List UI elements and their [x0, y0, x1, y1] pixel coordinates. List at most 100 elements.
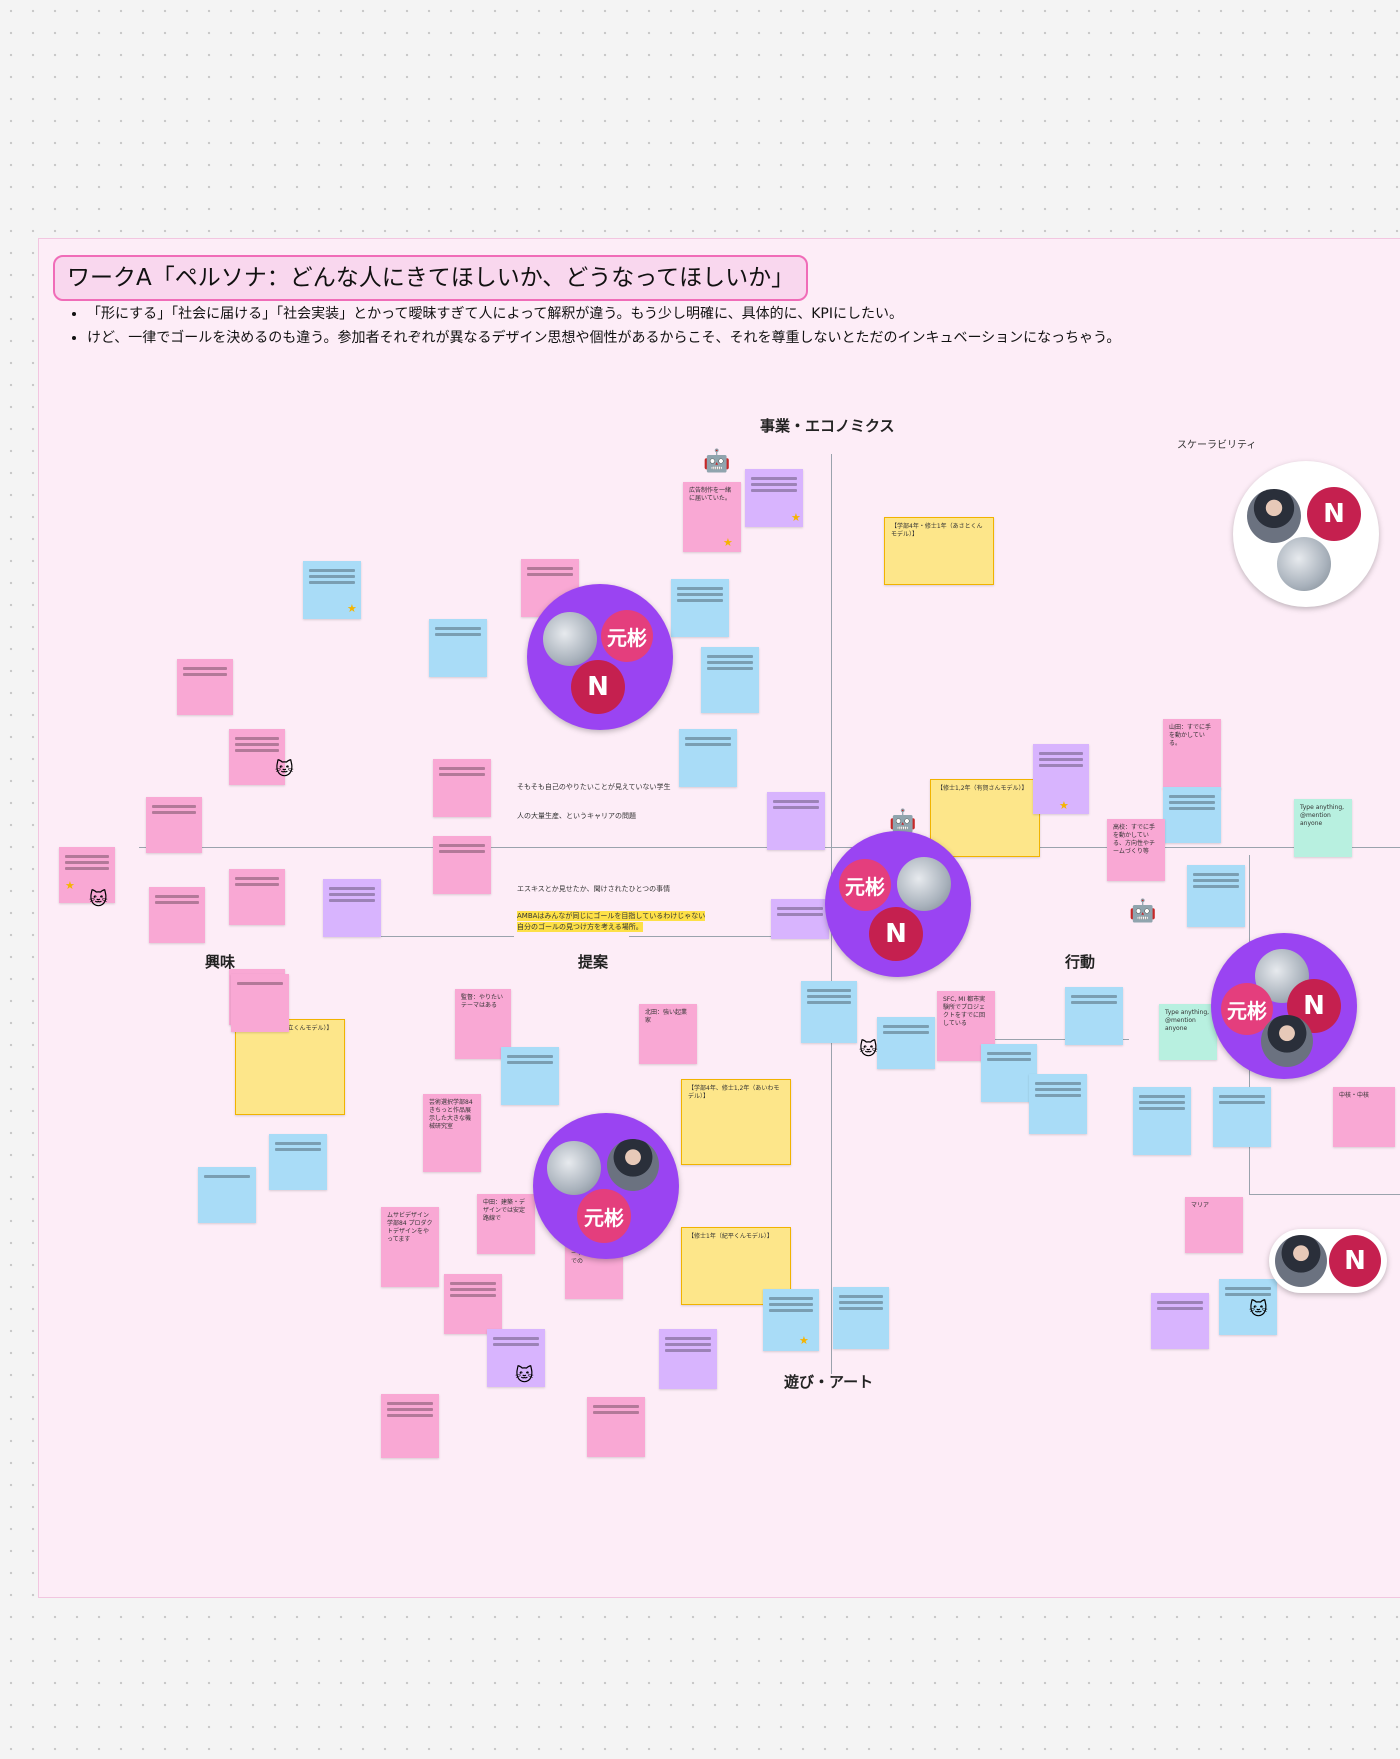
sticky-note[interactable]	[231, 974, 289, 1032]
avatar	[543, 612, 597, 666]
sticky-note[interactable]	[149, 887, 205, 943]
sticky-note[interactable]	[1151, 1293, 1209, 1349]
sticky-note[interactable]	[679, 729, 737, 787]
sticky-note[interactable]: 広告制作を一緒に届いていた。	[683, 482, 741, 552]
cat-sticker-icon: 🐱	[859, 1039, 878, 1060]
avatar	[1247, 489, 1301, 543]
robot-sticker-icon: 🤖	[889, 809, 917, 834]
sticky-note[interactable]	[269, 1134, 327, 1190]
sticky-note[interactable]	[771, 899, 829, 939]
sticky-note[interactable]: Type anything, @mention anyone	[1159, 1004, 1217, 1060]
sticky-note[interactable]	[745, 469, 803, 527]
collaborator-cluster[interactable]: 元彬	[533, 1113, 679, 1259]
avatar: N	[1329, 1235, 1381, 1287]
avatar: 元彬	[839, 859, 891, 911]
avatar: N	[1287, 979, 1341, 1033]
star-icon: ★	[65, 879, 75, 892]
sticky-note[interactable]	[659, 1329, 717, 1389]
connector	[949, 1039, 1129, 1040]
avatar	[1261, 1015, 1313, 1067]
sticky-note[interactable]	[501, 1047, 559, 1105]
sticky-note[interactable]	[487, 1329, 545, 1387]
sticky-note[interactable]	[767, 792, 825, 850]
sticky-note[interactable]	[981, 1044, 1037, 1102]
collaborator-cluster[interactable]: 元彬 N	[1211, 933, 1357, 1079]
star-icon: ★	[1059, 799, 1069, 812]
axis-mid-label: 提案	[578, 953, 609, 971]
persona-board: ワークA「ペルソナ：どんな人にきてほしいか、どうなってほしいか」 「形にする」「…	[38, 238, 1400, 1598]
sticky-note[interactable]	[323, 879, 381, 937]
collaborator-cluster[interactable]: N	[1233, 461, 1379, 607]
sticky-note[interactable]: 北田：強い起業家	[639, 1004, 697, 1064]
sticky-note[interactable]	[763, 1289, 819, 1351]
sticky-note[interactable]: 【学部4年、修士1,2年（あいわモデル）】	[681, 1079, 791, 1165]
scalability-label: スケーラビリティ	[1177, 440, 1257, 451]
connector	[374, 936, 514, 937]
sticky-note[interactable]	[381, 1394, 439, 1458]
avatar: 元彬	[577, 1189, 631, 1243]
sticky-note[interactable]	[229, 729, 285, 785]
sticky-note[interactable]	[833, 1287, 889, 1349]
sticky-note[interactable]: Type anything, @mention anyone	[1294, 799, 1352, 857]
collaborator-cluster[interactable]: 元彬 N	[527, 584, 673, 730]
cat-sticker-icon: 🐱	[275, 759, 294, 780]
avatar: N	[869, 907, 923, 961]
axis-top-label: 事業・エコノミクス	[760, 417, 895, 435]
star-icon: ★	[347, 602, 357, 615]
sticky-note[interactable]	[1133, 1087, 1191, 1155]
sticky-note[interactable]	[229, 869, 285, 925]
note-text: AMBAはみんなが同じにゴールを目指しているわけじゃない	[517, 911, 706, 921]
axis-left-label: 興味	[205, 953, 236, 971]
avatar: N	[1307, 487, 1361, 541]
avatar: 元彬	[601, 610, 653, 662]
sticky-note[interactable]	[877, 1017, 935, 1069]
sticky-note[interactable]	[1213, 1087, 1271, 1147]
sticky-note[interactable]	[177, 659, 233, 715]
avatar: N	[571, 660, 625, 714]
board-title[interactable]: ワークA「ペルソナ：どんな人にきてほしいか、どうなってほしいか」	[53, 255, 809, 301]
sticky-note[interactable]: 山田：すでに手を動かしている。	[1163, 719, 1221, 789]
sticky-note[interactable]	[303, 561, 361, 619]
sticky-note[interactable]	[1033, 744, 1089, 814]
sticky-note[interactable]: ムサビデザイン学部84 プロダクトデザインをやってます	[381, 1207, 439, 1287]
sticky-note[interactable]: 芸術選択学部84 きちっと作品展示した大きな機械研究室	[423, 1094, 481, 1172]
avatar	[897, 857, 951, 911]
robot-sticker-icon: 🤖	[703, 449, 731, 474]
collaborator-cluster[interactable]: N	[1269, 1229, 1387, 1293]
sticky-note[interactable]: 高校：すでに手を動かしている、方向性やチームづくり等	[1107, 819, 1165, 881]
sticky-note[interactable]	[146, 797, 202, 853]
sticky-note[interactable]	[429, 619, 487, 677]
sticky-note[interactable]	[444, 1274, 502, 1334]
sticky-note[interactable]	[801, 981, 857, 1043]
bullet-2: けど、一律でゴールを決めるのも違う。参加者それぞれが異なるデザイン思想や個性があ…	[87, 327, 1120, 347]
cat-sticker-icon: 🐱	[89, 889, 108, 910]
avatar	[1275, 1235, 1327, 1287]
sticky-note[interactable]	[198, 1167, 256, 1223]
sticky-note[interactable]	[433, 836, 491, 894]
sticky-note[interactable]: 【学部2,3年（逆立くんモデル）】	[235, 1019, 345, 1115]
sticky-note[interactable]	[1187, 865, 1245, 927]
connector	[1249, 1194, 1400, 1195]
sticky-note[interactable]	[1065, 987, 1123, 1045]
avatar	[607, 1139, 659, 1191]
sticky-note[interactable]: 【学部4年・修士1年（あさとくんモデル）】	[884, 517, 994, 585]
sticky-note[interactable]: 【修士1,2年（有賀さんモデル）】	[930, 779, 1040, 857]
axis-right-label: 行動	[1065, 953, 1096, 971]
sticky-note[interactable]	[1219, 1279, 1277, 1335]
collaborator-cluster[interactable]: 元彬 N	[825, 831, 971, 977]
sticky-note[interactable]: 中田：建築・デザインでは安定路線で	[477, 1194, 535, 1254]
sticky-note[interactable]	[59, 847, 115, 903]
sticky-note[interactable]	[1163, 787, 1221, 843]
sticky-note[interactable]: マリア	[1185, 1197, 1243, 1253]
sticky-note[interactable]	[433, 759, 491, 817]
note-text: エスキスとか見せたか、聞けされたひとつの事情	[517, 885, 671, 893]
sticky-note[interactable]	[701, 647, 759, 713]
sticky-note[interactable]	[587, 1397, 645, 1457]
sticky-note[interactable]	[1029, 1074, 1087, 1134]
avatar	[547, 1141, 601, 1195]
axis-bottom-label: 遊び・アート	[784, 1373, 874, 1391]
star-icon: ★	[791, 511, 801, 524]
cat-sticker-icon: 🐱	[1249, 1299, 1268, 1320]
sticky-note[interactable]: 中核・中核	[1333, 1087, 1395, 1147]
sticky-note[interactable]	[671, 579, 729, 637]
